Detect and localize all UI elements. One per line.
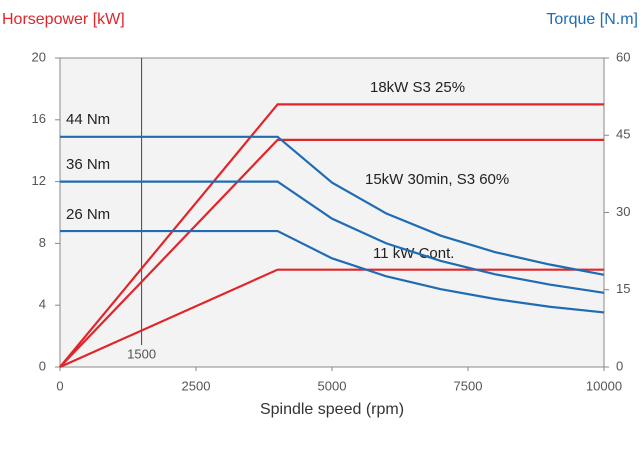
y-tick-label: 16 (32, 111, 46, 126)
y-tick-label: 0 (39, 358, 46, 373)
curve-label: 36 Nm (66, 156, 110, 173)
x-tick-label: 0 (56, 378, 63, 393)
curve (59, 103, 604, 368)
y2-tick-label: 45 (616, 127, 630, 142)
x-tick-label: 2500 (182, 378, 211, 393)
curve (59, 268, 604, 369)
y-tick-label: 8 (39, 235, 46, 250)
curve (59, 138, 604, 368)
curve-label: 18kW S3 25% (370, 79, 465, 96)
curve-label: 11 kW Cont. (373, 245, 454, 262)
y2-tick-label: 15 (616, 281, 630, 296)
x-tick-label: 5000 (318, 378, 347, 393)
curve-label: 15kW 30min, S3 60% (365, 171, 509, 188)
y-tick-label: 4 (39, 297, 46, 312)
plot-area (59, 57, 605, 368)
y-tick-label: 12 (32, 173, 46, 188)
x-axis-title: Spindle speed (rpm) (260, 401, 404, 418)
reference-label: 1500 (127, 346, 156, 361)
curve-label: 44 Nm (66, 111, 110, 128)
y2-tick-label: 0 (616, 358, 623, 373)
left-axis-title: Horsepower [kW] (2, 11, 125, 28)
x-tick-label: 10000 (586, 378, 622, 393)
curve-label: 26 Nm (66, 206, 110, 223)
y2-tick-label: 60 (616, 49, 630, 64)
x-tick-label: 7500 (454, 378, 483, 393)
curve (60, 229, 605, 314)
curve (60, 135, 605, 276)
y2-tick-label: 30 (616, 204, 630, 219)
curve (60, 180, 605, 294)
y-tick-label: 20 (32, 49, 46, 64)
right-axis-title: Torque [N.m] (546, 11, 638, 28)
